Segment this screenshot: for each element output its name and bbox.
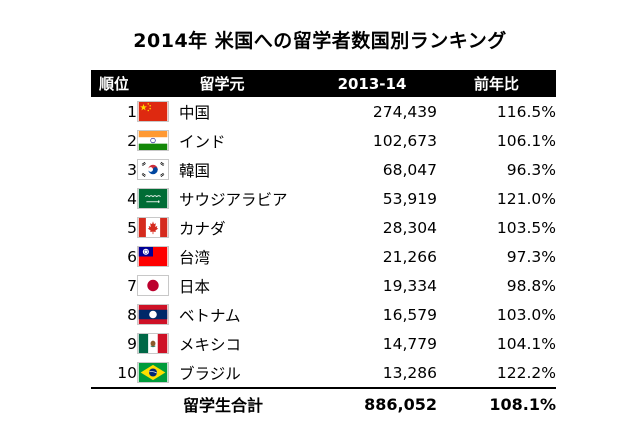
mexico-flag-icon [137,333,169,354]
total-label: 留学生合計 [137,387,307,419]
table-row: 9 メキシコ 14,779 104.1% [91,329,556,358]
rank-cell: 1 [127,102,137,121]
table-row: 6 台湾 21,266 97.3% [91,242,556,271]
ratio-cell: 96.3% [506,160,556,179]
country-name: ブラジル [179,364,241,383]
table-row: 5 カナダ 28,304 103.5% [91,213,556,242]
ratio-cell: 106.1% [496,131,556,150]
ratio-cell: 103.0% [496,305,556,324]
table-row: 3 韓国 [91,155,556,184]
ratio-cell: 97.3% [506,247,556,266]
rank-cell: 3 [127,160,137,179]
country-name: メキシコ [179,335,242,354]
country-cell: メキシコ [137,329,307,358]
value-cell: 21,266 [382,247,437,266]
country-cell: サウジアラビア [137,184,307,213]
country-cell: 中国 [137,97,307,126]
ranking-table: 順位 留学元 2013-14 前年比 1 中国 274,439 116.5% [91,70,556,419]
saudi-arabia-flag-icon [137,188,169,209]
total-ratio: 108.1% [437,387,556,419]
taiwan-flag-icon [137,246,169,267]
total-rank-blank [91,387,137,419]
ratio-cell: 121.0% [496,189,556,208]
rank-cell: 4 [127,189,137,208]
china-flag-icon [137,101,169,122]
country-name: ベトナム [179,306,241,325]
country-cell: 日本 [137,271,307,300]
total-value: 886,052 [307,387,437,419]
country-name: 日本 [179,277,211,296]
ratio-cell: 98.8% [506,276,556,295]
country-name: 台湾 [179,248,211,267]
rank-cell: 2 [127,131,137,150]
country-cell: インド [137,126,307,155]
value-cell: 68,047 [382,160,437,179]
header-rank: 順位 [91,70,137,97]
value-cell: 19,334 [382,276,437,295]
value-cell: 14,779 [382,334,437,353]
country-name: サウジアラビア [179,190,288,209]
rank-cell: 9 [127,334,137,353]
rank-cell: 5 [127,218,137,237]
canada-flag-icon [137,217,169,238]
header-country: 留学元 [137,70,307,97]
page-title: 2014年 米国への留学者数国別ランキング [133,30,507,52]
table-row: 2 インド 102,673 106.1% [91,126,556,155]
table-row: 4 サウジアラビア 53,919 121.0% [91,184,556,213]
value-cell: 53,919 [382,189,437,208]
table-row: 7 日本 19,334 98.8% [91,271,556,300]
india-flag-icon [137,130,169,151]
south-korea-flag-icon [137,159,169,180]
value-cell: 13,286 [382,363,437,382]
rank-cell: 6 [127,247,137,266]
country-cell: カナダ [137,213,307,242]
country-cell: ブラジル [137,358,307,388]
header-ratio: 前年比 [437,70,556,97]
table-row: 10 ブラジル 13,286 122.2% [91,358,556,388]
table-header-row: 順位 留学元 2013-14 前年比 [91,70,556,97]
header-value: 2013-14 [307,70,437,97]
ratio-cell: 104.1% [496,334,556,353]
rank-cell: 10 [117,363,137,382]
table-row: 8 ベトナム 16,579 103.0% [91,300,556,329]
value-cell: 16,579 [382,305,437,324]
value-cell: 102,673 [372,131,437,150]
laos-flag-icon [137,304,169,325]
japan-flag-icon [137,275,169,296]
country-name: 韓国 [179,161,211,180]
country-cell: 韓国 [137,155,307,184]
rank-cell: 7 [127,276,137,295]
total-row: 留学生合計 886,052 108.1% [91,387,556,419]
country-cell: 台湾 [137,242,307,271]
country-name: カナダ [179,219,226,238]
ratio-cell: 116.5% [496,102,556,121]
brazil-flag-icon [137,362,169,383]
ratio-cell: 103.5% [496,218,556,237]
country-name: 中国 [179,103,211,122]
rank-cell: 8 [127,305,137,324]
ratio-cell: 122.2% [496,363,556,382]
country-cell: ベトナム [137,300,307,329]
country-name: インド [179,132,226,151]
value-cell: 274,439 [372,102,437,121]
table-row: 1 中国 274,439 116.5% [91,97,556,126]
value-cell: 28,304 [382,218,437,237]
